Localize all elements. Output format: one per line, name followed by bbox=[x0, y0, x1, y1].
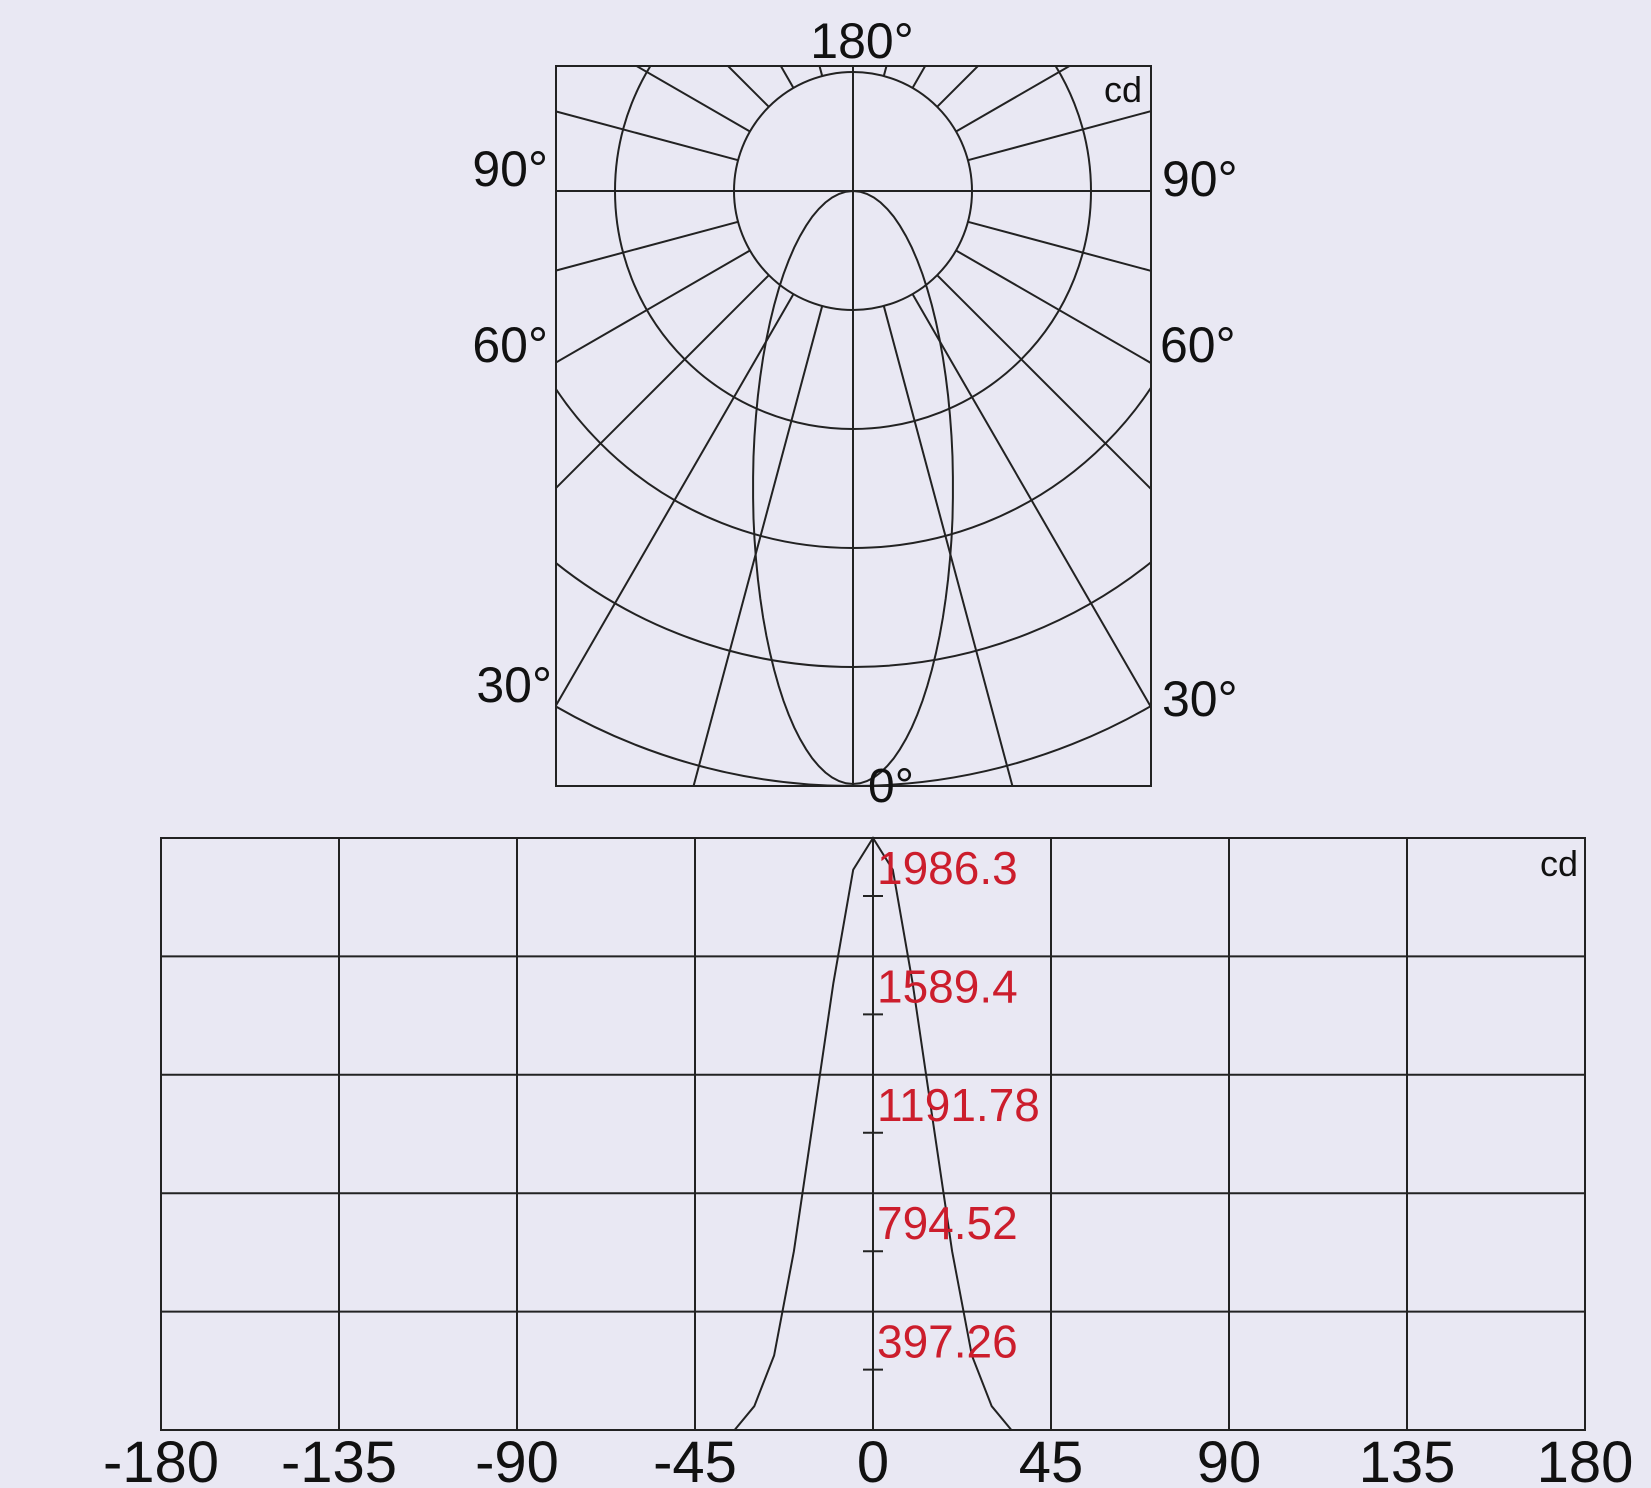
linear-y-labels: 1986.3 1589.4 1191.78 794.52 397.26 bbox=[863, 842, 1040, 1371]
polar-curve-layer bbox=[752, 189, 954, 786]
polar-angle-label-top: 180° bbox=[810, 13, 913, 69]
x-tick-label: 135 bbox=[1359, 1430, 1456, 1488]
linear-curve bbox=[733, 836, 1013, 1431]
polar-spoke bbox=[556, 293, 795, 708]
polar-angle-label-bottom: 0° bbox=[868, 760, 914, 813]
y-value-label: 1986.3 bbox=[877, 842, 1018, 894]
y-value-label: 1589.4 bbox=[877, 960, 1018, 1012]
linear-grid bbox=[160, 838, 1586, 1430]
polar-spoke bbox=[556, 220, 739, 272]
polar-spoke bbox=[882, 66, 888, 77]
polar-spoke bbox=[882, 305, 1014, 786]
y-value-label: 397.26 bbox=[877, 1316, 1018, 1368]
polar-angle-label-left-30: 30° bbox=[476, 657, 552, 713]
linear-x-tick-labels: -180 -135 -90 -45 0 45 90 135 180 bbox=[103, 1430, 1633, 1488]
polar-spoke bbox=[779, 66, 795, 89]
polar-spoke bbox=[726, 66, 770, 108]
polar-spoke bbox=[955, 249, 1151, 365]
y-value-label: 1191.78 bbox=[877, 1079, 1040, 1131]
x-tick-label: -90 bbox=[475, 1430, 559, 1488]
y-value-label: 794.52 bbox=[877, 1197, 1018, 1249]
polar-angle-label-right-30: 30° bbox=[1162, 671, 1238, 727]
x-tick-label: 180 bbox=[1537, 1430, 1634, 1488]
polar-spoke bbox=[967, 220, 1151, 272]
polar-spoke bbox=[911, 66, 927, 89]
polar-frame bbox=[555, 65, 1152, 787]
polar-unit-label: cd bbox=[1104, 69, 1142, 110]
x-tick-label: -180 bbox=[103, 1430, 219, 1488]
polar-chart: cd 180° 0° 90° 60° 30° 90° 60° 30° bbox=[472, 13, 1238, 813]
polar-spoke bbox=[936, 66, 980, 108]
polar-spoke bbox=[556, 249, 751, 364]
polar-spoke bbox=[911, 293, 1151, 710]
polar-spoke bbox=[936, 274, 1151, 491]
linear-curve-layer bbox=[733, 836, 1013, 1431]
polar-angle-label-left-60: 60° bbox=[472, 317, 548, 373]
linear-chart: 1986.3 1589.4 1191.78 794.52 397.26 -180 -135… bbox=[103, 836, 1633, 1488]
x-tick-label: 90 bbox=[1197, 1430, 1262, 1488]
polar-angle-label-left-90: 90° bbox=[472, 141, 548, 197]
polar-spoke bbox=[556, 274, 770, 490]
polar-spoke bbox=[556, 110, 739, 162]
polar-angle-label-right-60: 60° bbox=[1160, 317, 1236, 373]
polar-spoke bbox=[818, 66, 824, 77]
polar-curve bbox=[752, 189, 954, 786]
polar-grid bbox=[556, 66, 1151, 786]
polar-spoke bbox=[692, 305, 824, 786]
polar-angle-label-right-90: 90° bbox=[1162, 151, 1238, 207]
x-tick-label: -45 bbox=[653, 1430, 737, 1488]
x-tick-label: -135 bbox=[281, 1430, 397, 1488]
polar-spoke bbox=[967, 110, 1151, 162]
linear-unit-label: cd bbox=[1540, 843, 1578, 884]
x-tick-label: 0 bbox=[857, 1430, 889, 1488]
x-tick-label: 45 bbox=[1019, 1430, 1084, 1488]
